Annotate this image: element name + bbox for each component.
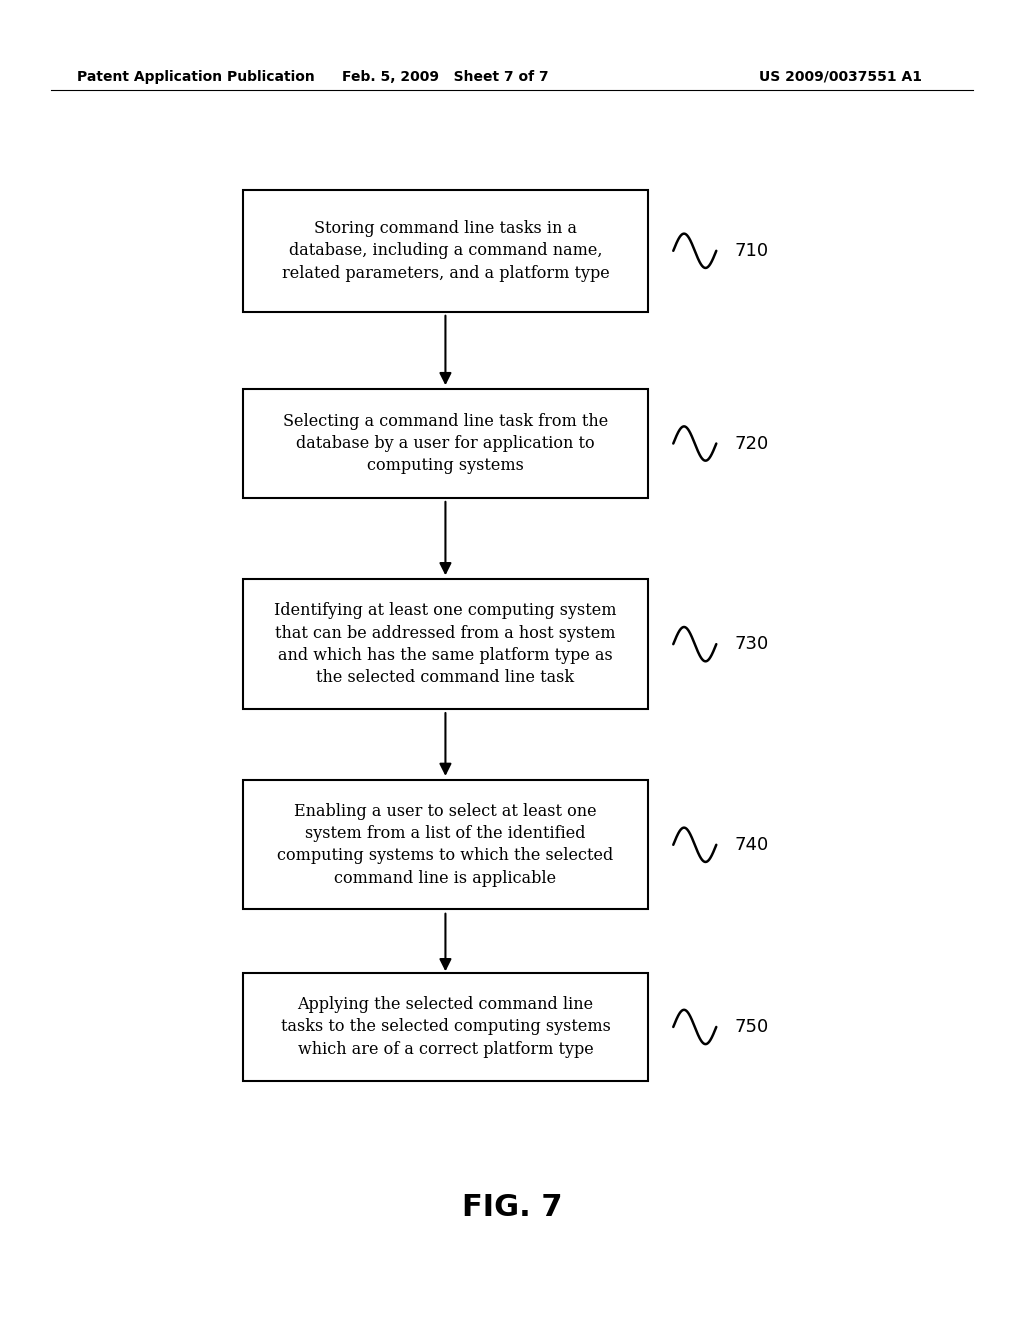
- Text: 720: 720: [735, 434, 769, 453]
- Bar: [244, 973, 648, 1081]
- Text: FIG. 7: FIG. 7: [462, 1193, 562, 1222]
- Text: Patent Application Publication: Patent Application Publication: [77, 70, 314, 83]
- Bar: [244, 780, 648, 909]
- Text: 740: 740: [735, 836, 769, 854]
- Text: US 2009/0037551 A1: US 2009/0037551 A1: [759, 70, 922, 83]
- Text: Feb. 5, 2009   Sheet 7 of 7: Feb. 5, 2009 Sheet 7 of 7: [342, 70, 549, 83]
- Bar: [244, 579, 648, 709]
- Text: Identifying at least one computing system
that can be addressed from a host syst: Identifying at least one computing syste…: [274, 602, 616, 686]
- Text: Enabling a user to select at least one
system from a list of the identified
comp: Enabling a user to select at least one s…: [278, 803, 613, 887]
- Bar: [244, 389, 648, 498]
- Text: Selecting a command line task from the
database by a user for application to
com: Selecting a command line task from the d…: [283, 413, 608, 474]
- Text: 750: 750: [735, 1018, 769, 1036]
- Text: Applying the selected command line
tasks to the selected computing systems
which: Applying the selected command line tasks…: [281, 997, 610, 1057]
- Text: Storing command line tasks in a
database, including a command name,
related para: Storing command line tasks in a database…: [282, 220, 609, 281]
- Text: 710: 710: [735, 242, 769, 260]
- Text: 730: 730: [735, 635, 769, 653]
- Bar: [244, 190, 648, 312]
